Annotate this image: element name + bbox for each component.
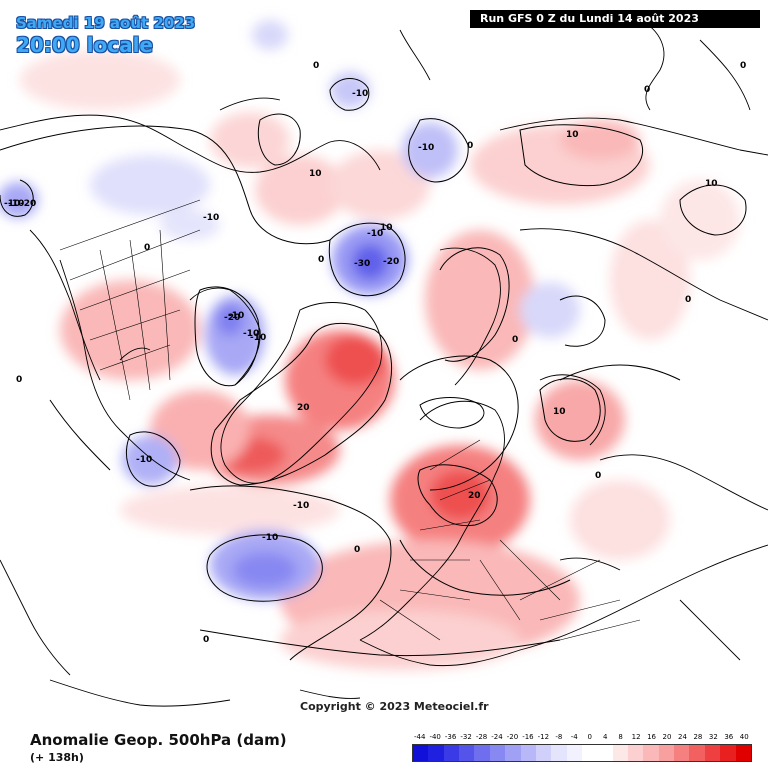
contour-label: 0 (354, 545, 360, 555)
contour-label: 0 (740, 61, 746, 71)
contour-label: -10 (243, 329, 259, 339)
legend-labels: -44 -40 -36 -32 -28 -24 -20 -16 -12 -8 -4 0 4 8 12 16 20… (412, 733, 752, 744)
valid-date: Samedi 19 août 2023 (16, 14, 196, 32)
run-info: Run GFS 0 Z du Lundi 14 août 2023 (470, 10, 760, 28)
legend-swatch (597, 745, 613, 761)
contour-label: 0 (16, 375, 22, 385)
contour-label: -10 (228, 311, 244, 321)
contour-label: 0 (685, 295, 691, 305)
legend-label: 40 (739, 733, 749, 741)
contour-label: -10 (250, 333, 266, 343)
legend-label: -12 (537, 733, 550, 741)
legend-swatch (643, 745, 659, 761)
contour-label: -10 (293, 501, 309, 511)
contour-label: -20 (224, 313, 240, 323)
legend-label: 36 (724, 733, 734, 741)
legend-swatch (443, 745, 460, 761)
color-legend: -44 -40 -36 -32 -28 -24 -20 -16 -12 -8 -4 0 4 8 12 16 20… (412, 733, 752, 762)
legend-label: -36 (444, 733, 457, 741)
contour-label: 10 (566, 130, 579, 140)
legend-swatch (520, 745, 536, 761)
legend-label: -44 (414, 733, 426, 741)
contour-label: 0 (144, 243, 150, 253)
legend-label: 24 (677, 733, 687, 741)
contour-label: 0 (318, 255, 324, 265)
anomaly-contours (0, 78, 747, 661)
legend-swatch (674, 745, 690, 761)
coastlines (0, 19, 768, 707)
contour-label: -20 (383, 257, 399, 267)
contour-label: 0 (595, 471, 601, 481)
contour-label: 10 (380, 223, 393, 233)
contour-label: 20 (468, 491, 481, 501)
contour-label: -20 (20, 199, 36, 209)
legend-label: 16 (647, 733, 656, 741)
legend-swatch (628, 745, 644, 761)
borders (59, 199, 641, 641)
legend-label: -24 (491, 733, 503, 741)
contour-label: 0 (467, 141, 473, 151)
contour-label: 10 (705, 179, 718, 189)
legend-swatch (566, 745, 582, 761)
contour-label: -10 (418, 143, 434, 153)
legend-label: -20 (506, 733, 519, 741)
legend-swatch (735, 745, 751, 761)
contour-labels: 0 0 0 0 0 0 0 0 0 0 0 0 -10 -10 -10 -10 … (4, 61, 746, 645)
legend-swatch (612, 745, 629, 761)
contour-label: 10 (309, 169, 322, 179)
legend-bar (412, 744, 752, 762)
contour-label: -10 (262, 533, 278, 543)
legend-swatch (535, 745, 552, 761)
legend-swatch (474, 745, 490, 761)
legend-swatch (704, 745, 721, 761)
legend-label: -16 (522, 733, 534, 741)
legend-swatch (551, 745, 567, 761)
legend-swatch (413, 745, 429, 761)
legend-label: 28 (693, 733, 703, 741)
legend-label: 0 (587, 733, 592, 741)
legend-swatch (720, 745, 736, 761)
contour-label: -10 (203, 213, 219, 223)
contour-label: -30 (354, 259, 370, 269)
contour-label: 10 (553, 407, 566, 417)
map-title: Anomalie Geop. 500hPa (dam) (30, 731, 287, 749)
legend-swatch (459, 745, 475, 761)
contour-label: -10 (352, 89, 368, 99)
legend-label: -32 (460, 733, 472, 741)
legend-swatch (489, 745, 506, 761)
contour-label: -10 (367, 229, 383, 239)
local-time: 20:00 locale (16, 33, 153, 57)
contour-label: 0 (512, 335, 518, 345)
contour-label: -10 (136, 455, 152, 465)
contour-label: 0 (203, 635, 209, 645)
legend-label: 20 (662, 733, 672, 741)
anomaly-shading (0, 20, 740, 670)
legend-label: 4 (602, 733, 608, 741)
legend-label: 32 (708, 733, 718, 741)
map-canvas: 0 0 0 0 0 0 0 0 0 0 0 0 -10 -10 -10 -10 … (0, 19, 768, 707)
lead-time: (+ 138h) (30, 751, 84, 764)
legend-label: -8 (555, 733, 563, 741)
legend-swatch (581, 745, 598, 761)
contour-label: -10 (8, 199, 24, 209)
contour-label: 0 (644, 85, 650, 95)
legend-swatch (505, 745, 521, 761)
legend-swatch (658, 745, 675, 761)
contour-label: 20 (297, 403, 310, 413)
legend-label: 12 (631, 733, 641, 741)
legend-label: -28 (475, 733, 488, 741)
contour-label: -10 (4, 199, 20, 209)
copyright-notice: Copyright © 2023 Meteociel.fr (300, 700, 489, 713)
anomaly-map: 0 0 0 0 0 0 0 0 0 0 0 0 -10 -10 -10 -10 … (0, 19, 768, 707)
legend-label: 8 (618, 733, 623, 741)
legend-label: -40 (429, 733, 441, 741)
contour-label: 0 (313, 61, 319, 71)
legend-label: -4 (570, 733, 578, 741)
legend-swatch (689, 745, 705, 761)
legend-swatch (428, 745, 444, 761)
